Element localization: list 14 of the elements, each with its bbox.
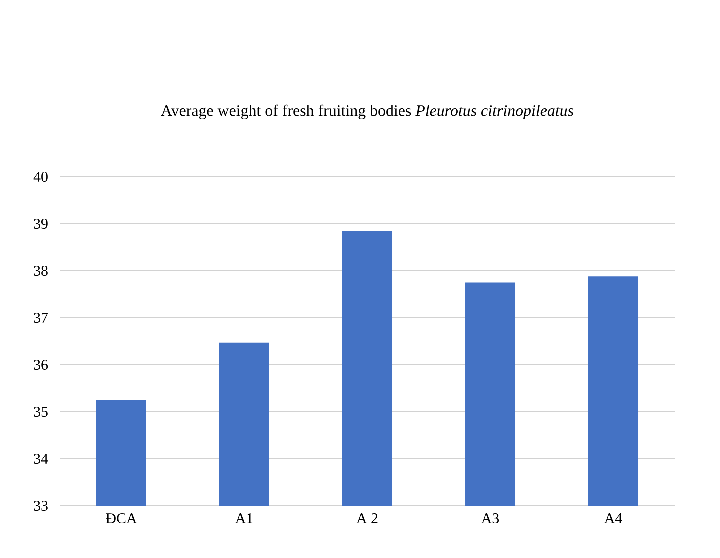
x-tick-label: A1 xyxy=(236,514,253,524)
y-tick-label: 38 xyxy=(34,266,48,276)
y-tick-label: 37 xyxy=(34,312,48,324)
chart-title: Average weight of fresh fruiting bodies Pleurotus citrinopileatus xyxy=(161,104,574,120)
x-tick-label: ĐCA xyxy=(106,514,138,524)
x-tick-label: A3 xyxy=(482,514,500,524)
y-tick-label: 33 xyxy=(34,500,48,512)
x-tick-label: A4 xyxy=(604,514,622,524)
y-tick-label: 39 xyxy=(34,218,48,230)
y-tick-label: 36 xyxy=(34,360,48,370)
y-tick-label: 40 xyxy=(34,172,48,182)
x-tick-label: A 2 xyxy=(356,514,378,524)
y-tick-label: 34 xyxy=(34,454,48,464)
y-tick-label: 35 xyxy=(34,406,48,418)
